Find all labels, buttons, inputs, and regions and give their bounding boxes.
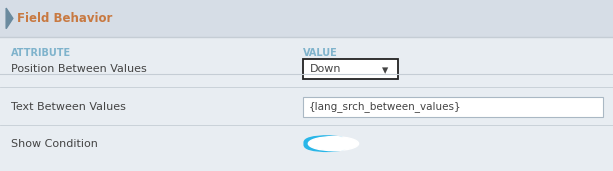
Text: ATTRIBUTE: ATTRIBUTE: [11, 48, 71, 58]
FancyBboxPatch shape: [0, 37, 613, 74]
Polygon shape: [6, 8, 13, 29]
Text: Field Behavior: Field Behavior: [17, 12, 113, 25]
Circle shape: [308, 137, 359, 151]
Text: ▾: ▾: [382, 64, 388, 77]
FancyBboxPatch shape: [303, 60, 398, 79]
Text: Text Between Values: Text Between Values: [11, 102, 126, 112]
Text: Down: Down: [310, 64, 341, 74]
Text: Position Between Values: Position Between Values: [11, 64, 147, 74]
FancyBboxPatch shape: [0, 0, 613, 37]
Text: ✓: ✓: [310, 138, 317, 147]
Text: Show Condition: Show Condition: [11, 139, 98, 149]
Text: {lang_srch_between_values}: {lang_srch_between_values}: [308, 101, 461, 112]
FancyBboxPatch shape: [303, 135, 349, 152]
FancyBboxPatch shape: [303, 97, 603, 117]
Text: VALUE: VALUE: [303, 48, 338, 58]
